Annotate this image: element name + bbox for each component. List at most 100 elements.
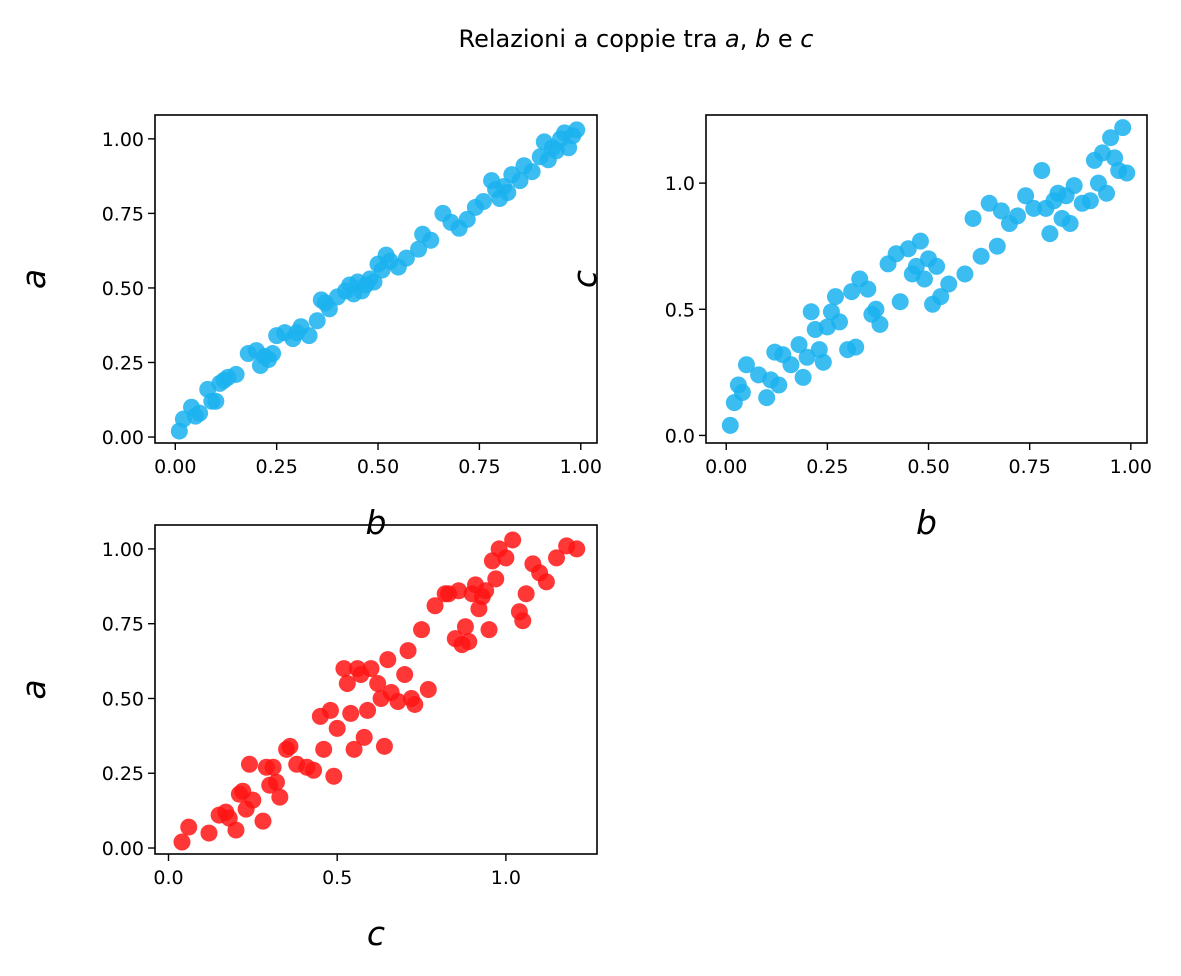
x-tick-label: 0.0 [153,867,183,889]
x-tick-label: 0.50 [357,456,399,478]
data-point [413,621,431,639]
plot-frame [705,114,1148,444]
series-points [173,531,586,851]
data-point [1102,129,1120,147]
series-points [721,119,1136,434]
data-point [1065,177,1083,195]
data-point [517,585,535,603]
data-point [458,210,476,228]
data-point [325,767,343,785]
data-point [794,368,812,386]
series-points [170,121,586,440]
data-point [907,257,925,275]
x-tick-label: 1.00 [560,456,602,478]
scatter-plot-1: 0.00 0.25 0.50 0.75 1.00 0.00 0.25 0.50 0.75 1.00… [14,114,602,542]
data-point [474,192,492,210]
data-point [338,675,356,693]
data-point [365,273,383,291]
data-point [480,621,498,639]
data-point [1033,162,1051,180]
data-point [320,300,338,318]
data-point [831,313,849,331]
data-point [355,728,373,746]
data-point [305,761,323,779]
x-tick-label: 1.00 [1110,456,1152,478]
data-point [254,812,272,830]
data-point [399,642,417,660]
data-point [814,353,832,371]
data-point [281,737,299,755]
data-point [548,549,566,567]
y-tick-label: 0.5 [665,299,695,321]
data-point [180,818,198,836]
plot-frame [154,114,598,444]
data-point [988,237,1006,255]
data-point [537,573,555,591]
y-axis-label: c [565,270,604,288]
y-tick-label: 0.00 [102,427,144,449]
data-point [345,740,363,758]
title-sep-2: e [770,25,800,53]
data-point [992,202,1010,220]
y-tick-label: 0.75 [102,614,144,636]
x-tick-label: 0.00 [705,456,747,478]
data-point [487,570,505,588]
data-point [477,582,495,600]
data-point [972,247,990,265]
data-point [964,209,982,227]
data-point [514,612,532,630]
data-point [1061,214,1079,232]
y-tick-label: 0.25 [102,352,144,374]
x-tick-label: 0.25 [255,456,297,478]
data-point [782,356,800,374]
data-point [328,719,346,737]
scatter-plot-3: 0.0 0.5 1.0 0.00 0.25 0.50 0.75 1.00 c a [14,524,598,953]
data-point [335,660,353,678]
data-point [523,163,541,181]
data-point [375,737,393,755]
data-point [499,184,517,202]
title-sep-1: , [740,25,755,53]
data-point [321,701,339,719]
y-tick-label: 1.00 [102,129,144,151]
data-point [264,345,282,363]
data-point [721,416,739,434]
data-point [460,633,478,651]
data-point [737,356,755,374]
data-point [397,249,415,267]
title-var-a: a [725,25,740,53]
data-point [568,121,586,139]
data-point [871,315,889,333]
data-point [173,833,191,851]
data-point [847,338,865,356]
x-tick-label: 0.5 [322,867,352,889]
data-point [891,293,909,311]
data-point [267,773,285,791]
data-point [200,824,218,842]
data-point [456,618,474,636]
x-tick-label: 0.75 [458,456,500,478]
data-point [271,788,289,806]
x-axis-label: c [367,914,385,953]
data-point [1041,225,1059,243]
data-point [1118,164,1136,182]
data-point [867,300,885,318]
data-point [899,240,917,258]
data-point [802,303,820,321]
x-tick-label: 0.00 [154,456,196,478]
data-point [511,172,529,190]
data-point [342,704,360,722]
data-point [733,384,751,402]
data-point [359,701,377,719]
data-point [308,312,326,330]
y-tick-label: 0.25 [102,763,144,785]
data-point [426,597,444,615]
data-point [244,791,262,809]
data-point [568,540,586,558]
data-point [207,392,225,410]
data-point [191,404,209,422]
data-point [369,675,387,693]
y-tick-label: 0.50 [102,688,144,710]
data-point [843,283,861,301]
x-axis-label: b [366,503,387,542]
